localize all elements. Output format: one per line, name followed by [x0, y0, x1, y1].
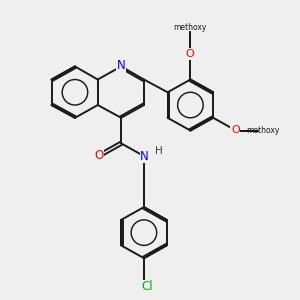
Text: H: H	[155, 146, 163, 156]
Text: O: O	[231, 125, 240, 135]
Text: methoxy: methoxy	[247, 126, 280, 135]
Text: O: O	[94, 149, 104, 162]
Text: N: N	[140, 150, 149, 163]
Text: N: N	[117, 59, 125, 72]
Text: methoxy: methoxy	[174, 23, 207, 32]
Text: O: O	[185, 49, 194, 59]
Text: Cl: Cl	[141, 280, 153, 293]
